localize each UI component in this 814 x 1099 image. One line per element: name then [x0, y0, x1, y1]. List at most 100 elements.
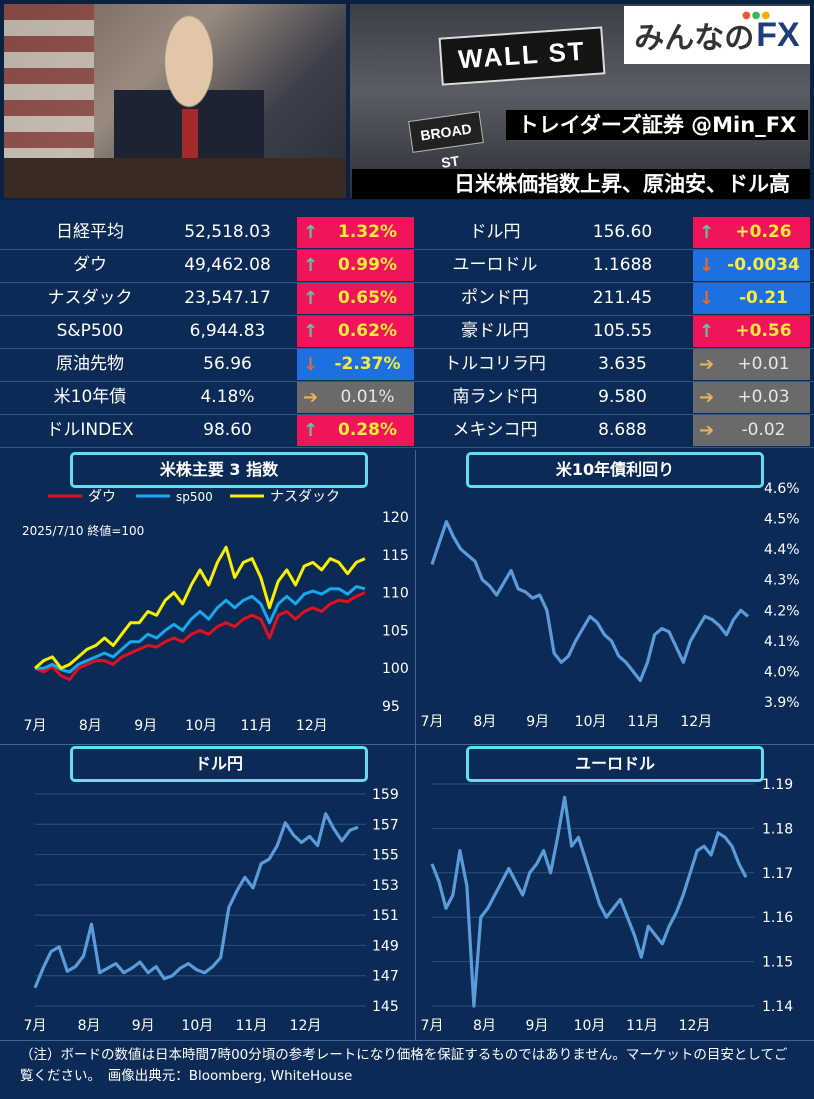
- y-tick-label: 1.16: [762, 910, 793, 926]
- arrow-down-icon: ↓: [303, 354, 319, 375]
- x-tick-label: 8月: [473, 714, 496, 730]
- headline: 日米株価指数上昇、原油安、ドル高: [352, 169, 810, 199]
- photo-president-signing: [4, 4, 346, 198]
- left-row-change-badge: ↓ -2.37%: [297, 349, 414, 380]
- x-tick-label: 9月: [132, 1018, 155, 1034]
- series-line: [33, 812, 359, 989]
- x-tick-label: 10月: [181, 1018, 213, 1034]
- left-row-change-badge: ↑ 0.65%: [297, 283, 414, 314]
- change-value: -2.37%: [334, 354, 401, 374]
- y-tick-label: 147: [372, 969, 399, 985]
- y-tick-label: 4.0%: [764, 664, 800, 680]
- y-tick-label: 1.14: [762, 999, 793, 1015]
- x-tick-label: 7月: [24, 1018, 47, 1034]
- right-row-change-badge: ➔ +0.03: [693, 382, 810, 413]
- right-row-value: 156.60: [592, 222, 653, 242]
- x-tick-label: 7月: [24, 718, 47, 734]
- x-tick-label: 11月: [626, 1018, 658, 1034]
- y-tick-label: 151: [372, 908, 399, 924]
- x-tick-label: 12月: [680, 714, 712, 730]
- y-tick-label: 100: [382, 661, 409, 677]
- right-row-name: トルコリラ円: [444, 354, 546, 374]
- right-row-name: メキシコ円: [452, 420, 538, 440]
- right-row-change-badge: ↑ +0.56: [693, 316, 810, 347]
- arrow-right-icon: ➔: [699, 420, 715, 441]
- x-tick-label: 11月: [241, 718, 273, 734]
- x-tick-label: 10月: [185, 718, 217, 734]
- x-tick-label: 12月: [679, 1018, 711, 1034]
- arrow-up-icon: ↑: [303, 255, 319, 276]
- y-tick-label: 4.1%: [764, 634, 800, 650]
- footer-divider: [0, 1040, 814, 1041]
- x-tick-label: 10月: [575, 714, 607, 730]
- left-row-change-badge: ↑ 0.99%: [297, 250, 414, 281]
- change-value: +0.01: [737, 354, 790, 374]
- y-tick-label: 1.15: [762, 955, 793, 971]
- left-row-value: 52,518.03: [184, 222, 271, 242]
- left-row-change-badge: ↑ 1.32%: [297, 217, 414, 248]
- right-row-value: 8.688: [598, 420, 647, 440]
- arrow-up-icon: ↑: [303, 420, 319, 441]
- x-tick-label: 8月: [473, 1018, 496, 1034]
- chart-title-us-stocks: 米株主要 3 指数: [70, 452, 368, 488]
- left-row-name: 原油先物: [56, 354, 124, 374]
- y-tick-label: 4.3%: [764, 573, 800, 589]
- y-tick-label: 4.6%: [764, 481, 800, 497]
- arrow-up-icon: ↑: [303, 321, 319, 342]
- left-row-change-badge: ↑ 0.28%: [297, 415, 414, 446]
- series-line: [35, 585, 366, 674]
- left-row-value: 6,944.83: [189, 321, 266, 341]
- series-line: [430, 519, 750, 683]
- y-tick-label: 1.17: [762, 866, 793, 882]
- change-value: 1.32%: [338, 222, 397, 242]
- right-row-name: 豪ドル円: [461, 321, 529, 341]
- right-row-value: 9.580: [598, 387, 647, 407]
- y-tick-label: 1.19: [762, 777, 793, 793]
- x-tick-label: 9月: [526, 1018, 549, 1034]
- left-row-name: 米10年債: [53, 387, 127, 407]
- y-tick-label: 110: [382, 586, 409, 602]
- y-tick-label: 4.5%: [764, 512, 800, 528]
- change-value: +0.26: [735, 222, 792, 242]
- broad-st-sign: BROAD ST: [408, 111, 484, 171]
- y-tick-label: 157: [372, 817, 399, 833]
- series-line: [34, 591, 366, 681]
- arrow-down-icon: ↓: [699, 255, 715, 276]
- left-row-name: ドルINDEX: [46, 420, 134, 440]
- x-tick-label: 11月: [236, 1018, 268, 1034]
- left-row-value: 49,462.08: [184, 255, 271, 275]
- footer-note: （注）ボードの数値は日本時間7時00分頃の参考レートになり価格を保証するものでは…: [20, 1047, 788, 1084]
- x-tick-label: 11月: [628, 714, 660, 730]
- change-value: 0.01%: [340, 387, 395, 407]
- table-row: 原油先物 56.96 ↓ -2.37% トルコリラ円 3.635 ➔ +0.01: [0, 348, 814, 382]
- chart-title-us10y: 米10年債利回り: [466, 452, 764, 488]
- x-tick-label: 7月: [421, 1018, 444, 1034]
- right-row-value: 1.1688: [592, 255, 653, 275]
- x-tick-label: 9月: [134, 718, 157, 734]
- arrow-up-icon: ↑: [303, 288, 319, 309]
- change-value: -0.0034: [727, 255, 800, 275]
- table-row: ドルINDEX 98.60 ↑ 0.28% メキシコ円 8.688 ➔ -0.02: [0, 414, 814, 448]
- chart-annotation: 2025/7/10 終値=100: [22, 523, 144, 538]
- series-line: [430, 795, 748, 1008]
- change-value: 0.65%: [338, 288, 397, 308]
- table-row: S&P500 6,944.83 ↑ 0.62% 豪ドル円 105.55 ↑ +0.56: [0, 315, 814, 349]
- left-row-value: 98.60: [203, 420, 252, 440]
- y-tick-label: 120: [382, 510, 409, 526]
- x-tick-label: 7月: [421, 714, 444, 730]
- y-tick-label: 4.2%: [764, 603, 800, 619]
- x-tick-label: 10月: [574, 1018, 606, 1034]
- y-tick-label: 149: [372, 938, 399, 954]
- logo-dots-icon: ●●●: [742, 10, 772, 21]
- y-tick-label: 155: [372, 848, 399, 864]
- change-value: 0.99%: [338, 255, 397, 275]
- right-row-change-badge: ↑ +0.26: [693, 217, 810, 248]
- arrow-up-icon: ↑: [699, 222, 715, 243]
- y-tick-label: 1.18: [762, 821, 793, 837]
- change-value: -0.21: [739, 288, 788, 308]
- left-row-value: 56.96: [203, 354, 252, 374]
- legend-label: ダウ: [88, 489, 116, 505]
- right-row-value: 3.635: [598, 354, 647, 374]
- y-tick-label: 4.4%: [764, 542, 800, 558]
- change-value: -0.02: [741, 420, 786, 440]
